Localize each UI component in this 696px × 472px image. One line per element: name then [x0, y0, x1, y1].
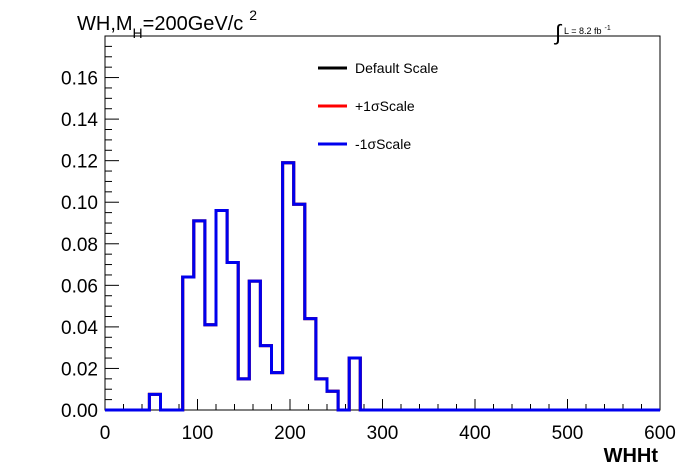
- y-tick-label: 0.10: [61, 193, 98, 214]
- legend-label: Default Scale: [355, 60, 438, 76]
- x-tick-label: 600: [644, 423, 676, 444]
- integral-symbol: ∫: [553, 20, 563, 45]
- luminosity-superscript: -1: [604, 25, 610, 32]
- x-tick-label: 100: [182, 423, 214, 444]
- legend-label: +1σScale: [355, 98, 415, 114]
- y-tick-label: 0.14: [61, 110, 98, 131]
- y-tick-label: 0.06: [61, 276, 98, 297]
- title-subscript: H: [133, 25, 143, 41]
- x-axis-label: WHHt: [604, 445, 659, 467]
- y-tick-label: 0.02: [61, 359, 98, 380]
- x-tick-label: 200: [274, 423, 306, 444]
- y-tick-label: 0.16: [61, 69, 98, 90]
- x-tick-label: 500: [552, 423, 584, 444]
- title-main: WH,M: [77, 13, 133, 35]
- luminosity-text: L = 8.2 fb: [564, 26, 601, 36]
- y-tick-label: 0.08: [61, 235, 98, 256]
- y-tick-label: 0.00: [61, 401, 98, 422]
- legend-label: -1σScale: [355, 136, 411, 152]
- plot-frame: [104, 35, 661, 411]
- x-tick-label: 300: [367, 423, 399, 444]
- axes: 0 100 200 300 400 500 600 0.00 0.02 0.04 0.06 0.08 0…: [61, 35, 676, 444]
- luminosity-label: ∫ L = 8.2 fb -1: [553, 20, 611, 45]
- title-rest: =200GeV/c: [143, 13, 244, 35]
- series-line-2: [105, 161, 660, 412]
- series-layer: [105, 161, 660, 412]
- y-tick-label: 0.12: [61, 152, 98, 173]
- title-superscript: 2: [249, 7, 257, 23]
- y-tick-label: 0.04: [61, 318, 98, 339]
- series-line-1: [105, 161, 660, 412]
- legend: Default Scale +1σScale -1σScale: [318, 60, 438, 152]
- x-tick-label: 0: [100, 423, 111, 444]
- series-line-0: [105, 161, 660, 412]
- chart-title: WH,MH=200GeV/c 2: [77, 7, 257, 41]
- x-tick-label: 400: [459, 423, 491, 444]
